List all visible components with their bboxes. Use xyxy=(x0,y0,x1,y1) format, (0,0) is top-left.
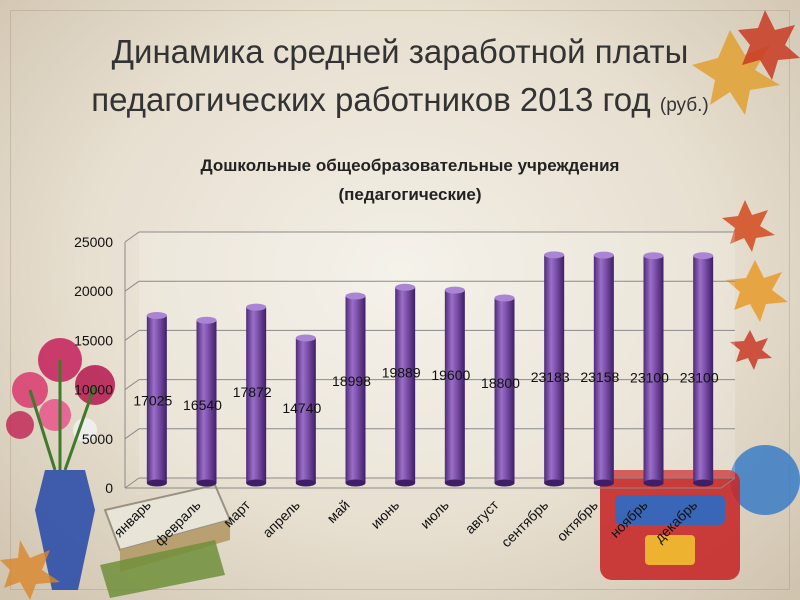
gridline-depth xyxy=(124,477,140,489)
data-label: 23158 xyxy=(580,369,619,385)
chart-title-line2: (педагогические) xyxy=(338,185,482,204)
bar xyxy=(246,307,267,483)
bar-base xyxy=(444,479,465,487)
x-tick-label: сентябрь xyxy=(498,497,551,550)
maple-leaves-decoration xyxy=(722,200,788,370)
bar-top xyxy=(146,311,167,319)
bar xyxy=(593,255,614,483)
data-label: 18800 xyxy=(481,375,520,391)
x-tick-label: ноябрь xyxy=(607,497,651,541)
x-tick-label: январь xyxy=(110,497,153,540)
y-tick-label: 5000 xyxy=(82,431,113,447)
bar-top xyxy=(444,286,465,294)
gridline-depth xyxy=(124,231,140,243)
x-axis-depth xyxy=(720,477,736,489)
bar-top xyxy=(494,294,515,302)
bar-base xyxy=(295,479,316,487)
autumn-leaves-decoration xyxy=(692,10,800,115)
x-tick-label: март xyxy=(220,496,254,530)
gridline-depth xyxy=(124,428,140,440)
bar-top xyxy=(196,316,217,324)
bar-top xyxy=(593,251,614,259)
bar-base xyxy=(246,479,267,487)
gridline-depth xyxy=(124,280,140,292)
x-tick-label: октябрь xyxy=(553,497,600,544)
slide-title-text: педагогических работников 2013 год xyxy=(91,81,651,118)
bar xyxy=(196,320,217,483)
slide-title-line1: Динамика средней заработной платы xyxy=(111,33,689,70)
slide-frame xyxy=(10,10,790,590)
bar-top xyxy=(693,252,714,260)
bar xyxy=(544,254,565,483)
bar-base xyxy=(196,479,217,487)
x-tick-label: апрель xyxy=(259,497,303,541)
bar-top xyxy=(395,283,416,291)
bar-base xyxy=(544,479,565,487)
bar-top xyxy=(544,251,565,259)
bar xyxy=(494,298,515,483)
bar xyxy=(295,337,316,483)
school-bag-globe-decoration xyxy=(600,445,800,580)
leaf-bottom-left-decoration xyxy=(0,540,60,600)
y-tick-label: 0 xyxy=(105,480,113,496)
data-label: 23183 xyxy=(531,369,570,385)
x-tick-label: декабрь xyxy=(651,497,700,546)
data-label: 23100 xyxy=(630,370,669,386)
bar-top xyxy=(246,303,267,311)
gridline-depth xyxy=(124,329,140,341)
plot-area xyxy=(139,232,735,478)
data-label: 14740 xyxy=(282,400,321,416)
bar-base xyxy=(345,479,366,487)
x-tick-label: июль xyxy=(417,497,452,532)
bar xyxy=(395,287,416,483)
data-label: 17872 xyxy=(233,384,272,400)
chart-title-line1: Дошкольные общеобразовательные учреждени… xyxy=(200,156,620,175)
y-tick-label: 10000 xyxy=(74,382,113,398)
data-label: 19889 xyxy=(382,364,421,380)
y-tick-label: 25000 xyxy=(74,234,113,250)
slide-title-line2: педагогических работников 2013 год (руб.… xyxy=(0,80,800,126)
x-tick-label: февраль xyxy=(151,497,203,549)
bar xyxy=(444,290,465,483)
bar xyxy=(643,255,664,483)
x-tick-label: август xyxy=(462,496,502,536)
gridline-depth xyxy=(124,379,140,391)
bar-base xyxy=(494,479,515,487)
books-decoration xyxy=(100,483,232,598)
bar-base xyxy=(146,479,167,487)
bar xyxy=(693,255,714,483)
data-label: 16540 xyxy=(183,397,222,413)
bar-base xyxy=(395,479,416,487)
bar xyxy=(345,296,366,483)
bar-top xyxy=(643,252,664,260)
data-label: 19600 xyxy=(431,367,470,383)
bar-base xyxy=(643,479,664,487)
bar-top xyxy=(345,292,366,300)
title-unit: (руб.) xyxy=(659,95,709,116)
data-label: 23100 xyxy=(680,370,719,386)
data-label: 17025 xyxy=(133,392,172,408)
data-label: 18998 xyxy=(332,373,371,389)
bar-top xyxy=(295,334,316,342)
x-tick-label: июнь xyxy=(367,497,402,532)
y-tick-label: 15000 xyxy=(74,332,113,348)
x-tick-label: май xyxy=(323,497,352,526)
y-tick-label: 20000 xyxy=(74,283,113,299)
bar-base xyxy=(593,479,614,487)
bar xyxy=(146,315,167,483)
flowers-vase-decoration xyxy=(6,338,115,590)
bar-base xyxy=(693,479,714,487)
